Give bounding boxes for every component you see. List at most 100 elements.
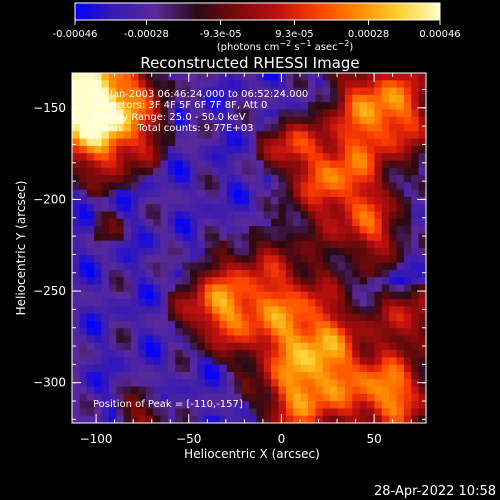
heatmap-cell — [160, 415, 169, 423]
heatmap-cell — [374, 328, 383, 336]
heatmap-cell — [352, 262, 361, 271]
heatmap-cell — [108, 189, 117, 198]
heatmap-cell — [175, 124, 184, 132]
heatmap-cell — [116, 145, 125, 154]
heatmap-cell — [285, 153, 294, 161]
heatmap-cell — [234, 401, 243, 409]
heatmap-cell — [167, 386, 176, 395]
heatmap-cell — [285, 124, 294, 132]
heatmap-cell — [300, 284, 309, 293]
heatmap-cell — [344, 335, 353, 344]
heatmap-cell — [175, 408, 184, 417]
heatmap-cell — [322, 335, 331, 344]
heatmap-cell — [175, 364, 184, 373]
heatmap-cell — [359, 160, 368, 169]
heatmap-cell — [300, 248, 309, 256]
heatmap-cell — [72, 364, 80, 373]
heatmap-cell — [138, 175, 147, 183]
heatmap-cell — [123, 299, 132, 307]
heatmap-cell — [315, 291, 324, 300]
heatmap-cell — [263, 94, 272, 103]
heatmap-cell — [167, 233, 176, 242]
heatmap-cell — [300, 306, 309, 315]
heatmap-cell — [167, 153, 176, 161]
heatmap-cell — [308, 124, 316, 132]
heatmap-cell — [145, 255, 154, 263]
heatmap-cell — [241, 277, 250, 285]
heatmap-cell — [293, 80, 302, 88]
heatmap-cell — [79, 320, 88, 329]
heatmap-cell — [411, 211, 420, 220]
heatmap-cell — [190, 211, 198, 220]
heatmap-cell — [256, 218, 265, 227]
heatmap-cell — [352, 218, 361, 227]
heatmap-cell — [145, 175, 154, 183]
heatmap-cell — [101, 401, 110, 409]
heatmap-cell — [359, 167, 368, 176]
heatmap-cell — [72, 248, 80, 256]
heatmap-cell — [271, 109, 279, 118]
heatmap-cell — [308, 342, 316, 351]
heatmap-cell — [300, 189, 309, 198]
heatmap-cell — [249, 94, 257, 103]
heatmap-cell — [381, 415, 390, 423]
heatmap-cell — [285, 167, 294, 176]
heatmap-cell — [86, 320, 95, 329]
heatmap-cell — [108, 109, 117, 118]
heatmap-cell — [256, 145, 265, 154]
heatmap-cell — [256, 299, 265, 307]
heatmap-cell — [226, 415, 235, 423]
heatmap-cell — [138, 371, 147, 380]
heatmap-cell — [153, 386, 161, 395]
heatmap-cell — [315, 401, 324, 409]
heatmap-cell — [175, 350, 184, 358]
heatmap-cell — [411, 124, 420, 132]
heatmap-cell — [138, 218, 147, 227]
heatmap-cell — [308, 320, 316, 329]
heatmap-cell — [300, 109, 309, 118]
heatmap-cell — [219, 233, 228, 242]
heatmap-cell — [315, 357, 324, 366]
heatmap-cell — [278, 291, 287, 300]
heatmap-cell — [285, 364, 294, 373]
heatmap-cell — [300, 371, 309, 380]
heatmap-cell — [249, 408, 257, 417]
heatmap-cell — [153, 401, 161, 409]
heatmap-cell — [263, 131, 272, 140]
heatmap-cell — [300, 342, 309, 351]
heatmap-cell — [123, 291, 132, 300]
heatmap-cell — [278, 386, 287, 395]
y-tick-label: −200 — [33, 192, 66, 206]
heatmap-cell — [153, 189, 161, 198]
heatmap-cell — [315, 196, 324, 205]
heatmap-cell — [352, 131, 361, 140]
heatmap-cell — [197, 196, 206, 205]
heatmap-cell — [249, 182, 257, 191]
heatmap-cell — [175, 328, 184, 336]
heatmap-cell — [219, 350, 228, 358]
heatmap-cell — [256, 182, 265, 191]
heatmap-cell — [116, 211, 125, 220]
heatmap-cell — [138, 182, 147, 191]
heatmap-cell — [330, 262, 338, 271]
heatmap-cell — [197, 218, 206, 227]
heatmap-cell — [249, 306, 257, 315]
heatmap-cell — [300, 313, 309, 322]
heatmap-cell — [278, 401, 287, 409]
heatmap-cell — [263, 262, 272, 271]
heatmap-cell — [145, 94, 154, 103]
colorbar-units: (photons cm−2 s−1 asec−2) — [217, 39, 354, 54]
heatmap-cell — [263, 226, 272, 234]
heatmap-cell — [101, 87, 110, 96]
heatmap-cell — [131, 116, 139, 125]
heatmap-cell — [123, 415, 132, 423]
heatmap-cell — [352, 401, 361, 409]
heatmap-cell — [167, 415, 176, 423]
heatmap-cell — [79, 196, 88, 205]
heatmap-cell — [212, 94, 220, 103]
heatmap-cell — [278, 160, 287, 169]
heatmap-cell — [79, 73, 88, 81]
heatmap-cell — [411, 160, 420, 169]
heatmap-cell — [101, 371, 110, 380]
heatmap-cell — [285, 211, 294, 220]
